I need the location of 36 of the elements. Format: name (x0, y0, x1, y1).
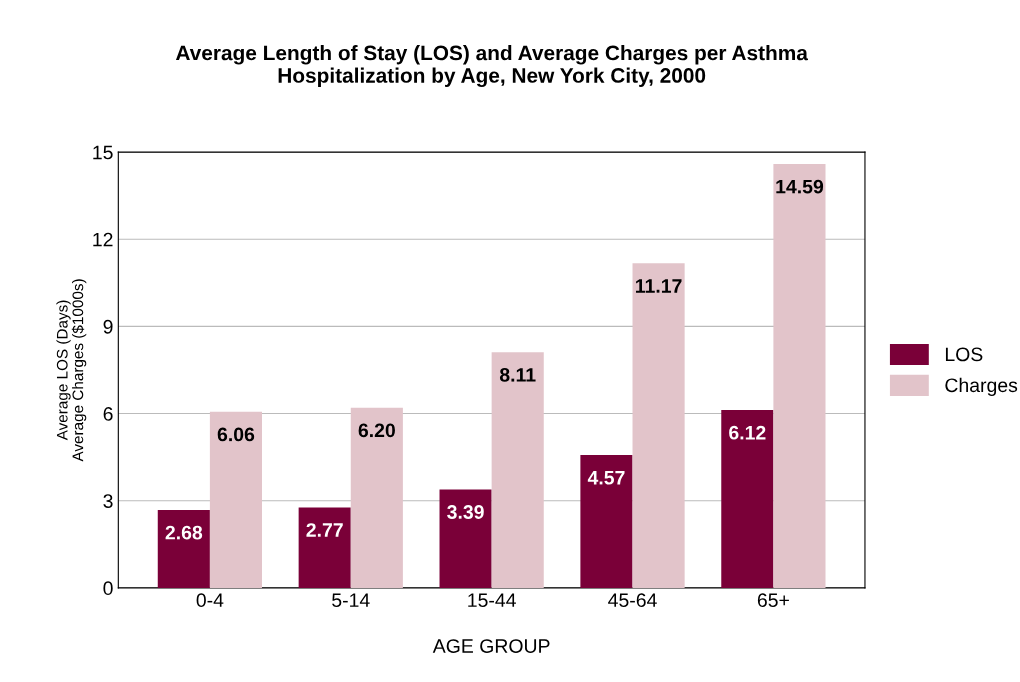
y-axis-title: Average LOS (Days) Average Charges ($1000s) (56, 279, 87, 462)
data-label: 14.59 (776, 179, 824, 194)
bar (632, 263, 685, 588)
y-tick-label: 9 (103, 319, 113, 334)
bar (439, 489, 492, 588)
y-tick-label: 0 (103, 581, 113, 596)
y-tick-label: 12 (93, 232, 113, 247)
data-label: 3.39 (447, 505, 484, 519)
x-tick-label: 5-14 (332, 593, 370, 608)
bar (209, 411, 263, 588)
bar (298, 507, 351, 588)
y-tick-label: 15 (93, 145, 113, 160)
x-tick-label: 15-44 (468, 593, 516, 608)
data-label: 8.11 (499, 367, 536, 382)
y-tick-label: 6 (103, 407, 113, 421)
bar (721, 410, 774, 588)
bar (580, 455, 633, 588)
data-label: 4.57 (587, 471, 625, 485)
x-tick-label: 65+ (757, 593, 789, 608)
legend-label: LOS (945, 347, 983, 362)
bar (491, 352, 544, 588)
data-label: 11.17 (636, 279, 682, 293)
x-axis-title: AGE GROUP (432, 639, 550, 653)
data-label: 2.77 (306, 523, 343, 537)
bar (350, 407, 403, 588)
data-label: 6.12 (729, 425, 766, 440)
legend-label: Charges (945, 377, 1018, 396)
x-tick-label: 45-64 (608, 593, 657, 608)
y-tick-label: 3 (103, 494, 113, 508)
chart-title: Average Length of Stay (LOS) and Average Charges per Asthma Hospitalization by Age, New York City, 2000 (175, 45, 809, 88)
x-tick-label: 0-4 (196, 593, 224, 608)
data-label: 6.20 (358, 423, 395, 438)
bar (157, 510, 210, 588)
data-label: 6.06 (217, 427, 255, 442)
bar (773, 164, 826, 588)
data-label: 2.68 (165, 525, 203, 540)
